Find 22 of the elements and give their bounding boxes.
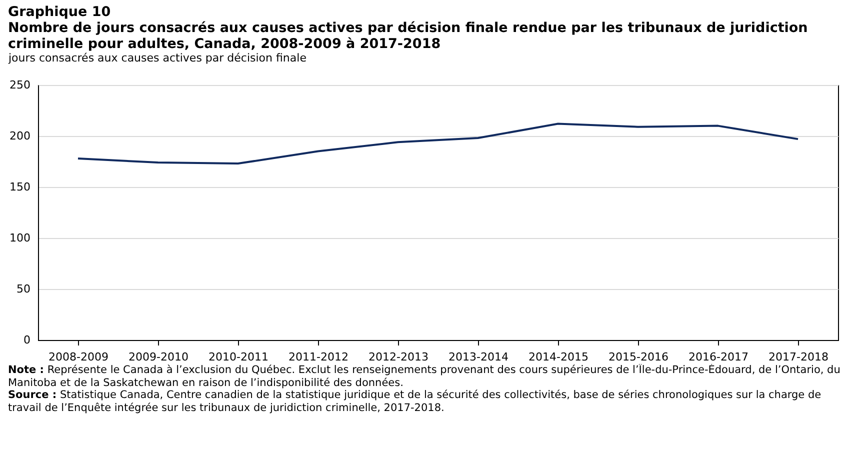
y-axis-title: jours consacrés aux causes actives par décision finale bbox=[8, 52, 307, 64]
x-tick-label: 2014-2015 bbox=[528, 350, 588, 364]
chart-title: Graphique 10 bbox=[8, 4, 112, 20]
y-tick-label: 250 bbox=[10, 78, 30, 92]
source-note: Source : Statistique Canada, Centre canadien de la statistique juridique et de la sécurité des collectivités, base de séries chronologiques sur la charge de travail de l’Enquête intégrée sur les tribunaux de juridiction criminelle, 2017-2018. bbox=[8, 389, 822, 414]
y-tick-label: 200 bbox=[10, 130, 30, 142]
line-series bbox=[77, 122, 799, 165]
x-tick-label: 2012-2013 bbox=[368, 350, 428, 364]
x-tick-label: 2009-2010 bbox=[128, 350, 188, 364]
x-tick-label: 2013-2014 bbox=[448, 350, 508, 364]
x-tick-label: 2011-2012 bbox=[288, 350, 348, 364]
x-tick-label: 2017-2018 bbox=[768, 350, 828, 364]
x-tick-label: 2008-2009 bbox=[48, 350, 108, 364]
text: Note : Représente le Canada à l’exclusion du Québec. Exclut les renseignements provenant des cours supérieures de l’Île-du-Prince-Édouard, de l’Ontario, du Manitoba et de la Saskatchewan en raison de l’indisponibilité des données. bbox=[8, 364, 842, 389]
y-tick-label: 100 bbox=[10, 232, 30, 244]
y-tick-label: 150 bbox=[10, 180, 30, 194]
chart-subtitle: Nombre de jours consacrés aux causes actives par décision finale rendue par les tribunaux de juridiction criminelle pour adultes, Canada, 2008-2009 à 2017-2018 bbox=[8, 20, 809, 52]
y-tick-label: 0 bbox=[24, 334, 30, 346]
x-tick-label: 2016-2017 bbox=[688, 350, 748, 364]
y-tick-label: 50 bbox=[16, 282, 30, 296]
x-tick-label: 2010-2011 bbox=[208, 350, 268, 364]
x-tick-label: 2015-2016 bbox=[608, 350, 668, 364]
